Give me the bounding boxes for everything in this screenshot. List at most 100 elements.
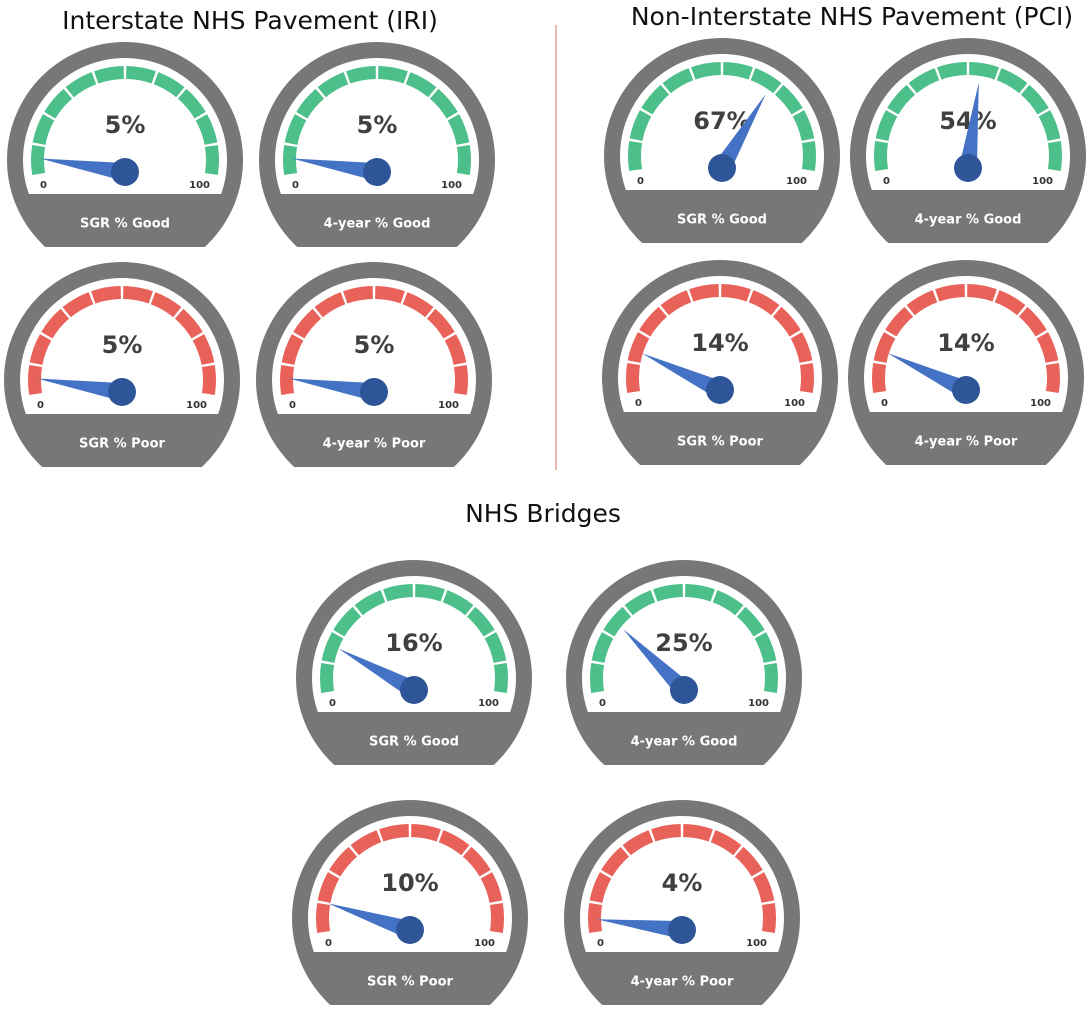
gauge-band-segment (192, 334, 215, 365)
gauge-band-segment (346, 66, 376, 84)
gauge-label: 4-year % Good (915, 213, 1022, 228)
gauge-hub (363, 158, 391, 186)
section-title: NHS Bridges (465, 499, 621, 528)
gauge-band-segment (589, 872, 612, 903)
gauge: 4-year % Good 0 100 25% (566, 560, 802, 765)
gauge-band-segment (27, 364, 43, 396)
gauge-band-segment (280, 364, 295, 396)
gauge-band-segment (1047, 140, 1062, 172)
gauge-band-segment (201, 364, 216, 396)
gauge-band-segment (624, 590, 656, 616)
gauge-band-segment (296, 88, 325, 119)
gauge-band-segment (462, 846, 491, 877)
gauge-band-segment (875, 110, 898, 141)
gauge-needle (328, 903, 413, 939)
gauge-band-segment (484, 632, 507, 663)
gauge-band-segment (639, 306, 668, 337)
gauge-band-segment (426, 308, 455, 339)
gauge-band-segment (379, 824, 409, 842)
gauge-band-segment (1038, 110, 1061, 141)
gauge: SGR % Poor 0 100 14% (602, 260, 838, 465)
gauge-band-segment (994, 290, 1026, 316)
gauge-tick-label: 100 (189, 180, 210, 191)
gauge-band-segment (333, 606, 362, 637)
gauge-band-segment (316, 902, 331, 934)
gauge-band-segment (402, 292, 434, 318)
gauge-needle (338, 648, 419, 698)
gauge-band-segment (801, 140, 816, 172)
gauge-value-label: 10% (381, 869, 438, 897)
gauge-band-segment (489, 902, 504, 934)
gauge-tick-label: 100 (474, 938, 495, 949)
gauge-band-segment (317, 72, 349, 98)
gauge-band-segment (736, 606, 765, 637)
gauge-label: SGR % Poor (367, 975, 454, 990)
gauge-band-segment (622, 830, 654, 856)
gauge-tick-label: 100 (438, 400, 459, 411)
gauge-band-segment (429, 88, 458, 119)
gauge-band-segment (748, 290, 780, 316)
gauge-band-segment (689, 284, 719, 302)
gauge-band-segment (126, 66, 156, 84)
gauge-band-segment (31, 144, 46, 176)
gauge-band-segment (873, 332, 896, 363)
gauge-band-segment (41, 308, 70, 339)
section-title: Non-Interstate NHS Pavement (PCI) (631, 2, 1073, 31)
gauge-tick-label: 0 (599, 698, 606, 709)
gauge-band-segment (906, 290, 938, 316)
gauge-band-segment (1020, 84, 1049, 115)
gauge-needle (596, 919, 684, 939)
gauge-band-segment (887, 84, 916, 115)
gauge-band-segment (174, 308, 203, 339)
gauge-band-segment (774, 84, 803, 115)
gauge-label: SGR % Good (677, 213, 767, 228)
gauge-band-segment (871, 362, 887, 394)
gauge-band-segment (772, 306, 801, 337)
gauge-needle (289, 378, 376, 401)
gauge-tick-label: 0 (329, 698, 336, 709)
gauge-band-segment (603, 606, 632, 637)
gauge-hub (706, 376, 734, 404)
gauge-tick-label: 0 (881, 398, 888, 409)
gauge: 4-year % Poor 0 100 4% (564, 800, 800, 1005)
gauge-needle (714, 93, 766, 173)
gauge: SGR % Poor 0 100 10% (292, 800, 528, 1005)
gauge: SGR % Good 0 100 5% (7, 42, 243, 247)
gauge-band-segment (626, 362, 641, 394)
gauge-tick-label: 0 (289, 400, 296, 411)
gauge-band-segment (723, 62, 753, 80)
gauge-label: SGR % Good (369, 735, 459, 750)
gauge-band-segment (710, 830, 742, 856)
gauge-hub (111, 158, 139, 186)
gauge-label: 4-year % Poor (323, 437, 426, 452)
gauge-band-segment (44, 88, 73, 119)
gauge-band-segment (1045, 362, 1060, 394)
gauge-band-segment (343, 286, 373, 304)
gauge-hub (670, 676, 698, 704)
gauge-band-segment (438, 830, 470, 856)
gauge-band-segment (721, 284, 751, 302)
gauge-band-segment (320, 662, 335, 694)
gauge-band-segment (91, 286, 121, 304)
gauge-band-segment (627, 140, 643, 172)
gauge-value-label: 5% (354, 331, 395, 359)
gauge: SGR % Good 0 100 16% (296, 560, 532, 765)
gauge-tick-label: 100 (1030, 398, 1051, 409)
gauge-band-segment (378, 66, 408, 84)
gauge-band-segment (94, 66, 124, 84)
gauge-band-segment (996, 68, 1028, 94)
gauge-value-label: 25% (655, 629, 712, 657)
gauge-needle (888, 353, 970, 399)
gauge-band-segment (405, 72, 437, 98)
gauge-band-segment (453, 364, 468, 396)
gauge-band-segment (456, 144, 471, 176)
gauge-hub (708, 154, 736, 182)
gauge-band-segment (885, 306, 914, 337)
gauge-hub (668, 916, 696, 944)
gauge-tick-label: 100 (746, 938, 767, 949)
gauge: 4-year % Good 0 100 5% (259, 42, 495, 247)
gauge-band-segment (969, 62, 999, 80)
gauge-band-segment (1018, 306, 1047, 337)
